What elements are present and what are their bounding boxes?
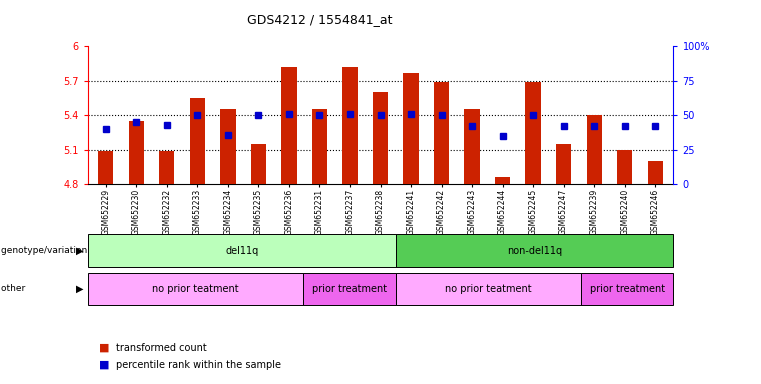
Text: ■: ■ [99,343,110,353]
Bar [251,144,266,184]
Text: GDS4212 / 1554841_at: GDS4212 / 1554841_at [247,13,393,26]
Bar [648,161,663,184]
Bar [403,73,419,184]
Text: prior treatment: prior treatment [312,284,387,294]
Text: ■: ■ [99,360,110,370]
Bar [159,151,174,184]
Text: transformed count: transformed count [116,343,206,353]
Bar [434,82,449,184]
Bar [464,109,479,184]
Text: no prior teatment: no prior teatment [152,284,239,294]
Bar [312,109,327,184]
Bar [617,150,632,184]
Text: del11q: del11q [225,245,258,256]
Text: genotype/variation: genotype/variation [1,246,90,255]
Bar [98,151,113,184]
Bar [220,109,236,184]
Text: no prior teatment: no prior teatment [445,284,532,294]
Bar [556,144,572,184]
Bar [342,67,358,184]
Text: other: other [1,285,28,293]
Bar [189,98,205,184]
Bar [495,177,510,184]
Bar [282,67,297,184]
Text: percentile rank within the sample: percentile rank within the sample [116,360,281,370]
Bar [129,121,144,184]
Bar [525,82,541,184]
Text: ▶: ▶ [76,284,84,294]
Text: prior treatment: prior treatment [590,284,665,294]
Bar [587,115,602,184]
Bar [373,92,388,184]
Text: ▶: ▶ [76,245,84,256]
Text: non-del11q: non-del11q [507,245,562,256]
